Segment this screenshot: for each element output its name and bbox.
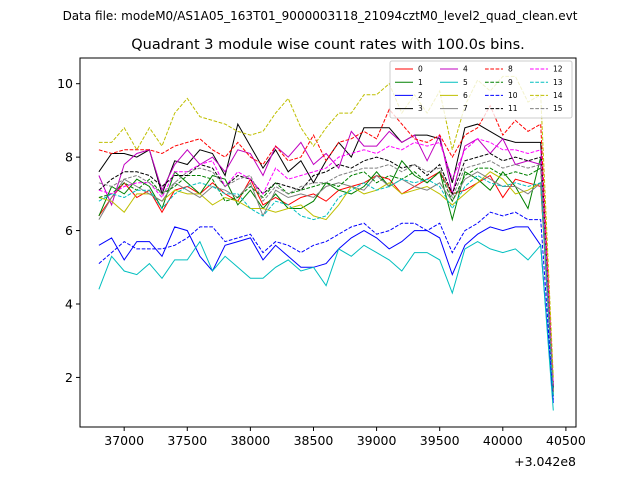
series-line-3 [98, 122, 554, 389]
legend-label-4: 4 [463, 65, 468, 74]
x-tick-label: 37000 [104, 433, 144, 448]
series-line-5 [98, 240, 554, 411]
legend-label-9: 9 [508, 78, 513, 87]
x-tick-label: 39000 [357, 433, 397, 448]
series-line-0 [98, 171, 554, 393]
x-tick-label: 40000 [483, 433, 523, 448]
y-tick-label: 8 [65, 150, 73, 165]
legend-label-6: 6 [463, 91, 468, 100]
legend-label-5: 5 [463, 78, 468, 87]
series-line-14 [98, 75, 554, 378]
series-line-15 [98, 160, 554, 393]
legend-label-13: 13 [553, 78, 563, 87]
series-line-9 [98, 167, 554, 389]
y-tick-label: 4 [65, 297, 73, 312]
legend-label-0: 0 [418, 65, 423, 74]
legend-label-3: 3 [418, 104, 423, 113]
series-line-13 [98, 174, 554, 396]
suptitle: Data file: modeM0/AS1A05_163T01_90000031… [63, 9, 578, 23]
plot-frame [79, 57, 577, 428]
axes-layer: 37000 37500 38000 38500 39000 39500 40000 40500… [57, 57, 586, 448]
legend-label-10: 10 [508, 91, 518, 100]
legend-box [389, 60, 573, 119]
series-line-8 [98, 104, 554, 385]
series-line-6 [98, 171, 554, 393]
x-offset-label: +3.042e8 [514, 454, 576, 469]
legend-label-12: 12 [553, 65, 563, 74]
series-line-7 [98, 171, 554, 393]
series-line-12 [98, 138, 554, 385]
series-line-1 [98, 156, 554, 396]
legend-label-14: 14 [553, 91, 563, 100]
series-line-2 [98, 226, 554, 404]
legend-label-2: 2 [418, 91, 423, 100]
chart-title: Quadrant 3 module wise count rates with … [131, 37, 525, 53]
y-tick-label: 6 [65, 223, 73, 238]
series-line-10 [98, 211, 554, 400]
x-tick-label: 38000 [230, 433, 270, 448]
legend-label-8: 8 [508, 65, 513, 74]
y-tick-label: 2 [65, 370, 73, 385]
x-tick-label: 39500 [420, 433, 460, 448]
series-line-11 [98, 152, 554, 389]
x-tick-label: 40500 [546, 433, 586, 448]
series-layer [98, 75, 554, 411]
y-tick-label: 10 [57, 76, 73, 91]
legend-label-1: 1 [418, 78, 423, 87]
legend-label-7: 7 [463, 104, 468, 113]
series-line-4 [98, 130, 554, 385]
x-tick-label: 38500 [294, 433, 334, 448]
legend-label-15: 15 [553, 104, 563, 113]
x-tick-label: 37500 [167, 433, 207, 448]
legend-label-11: 11 [508, 104, 518, 113]
